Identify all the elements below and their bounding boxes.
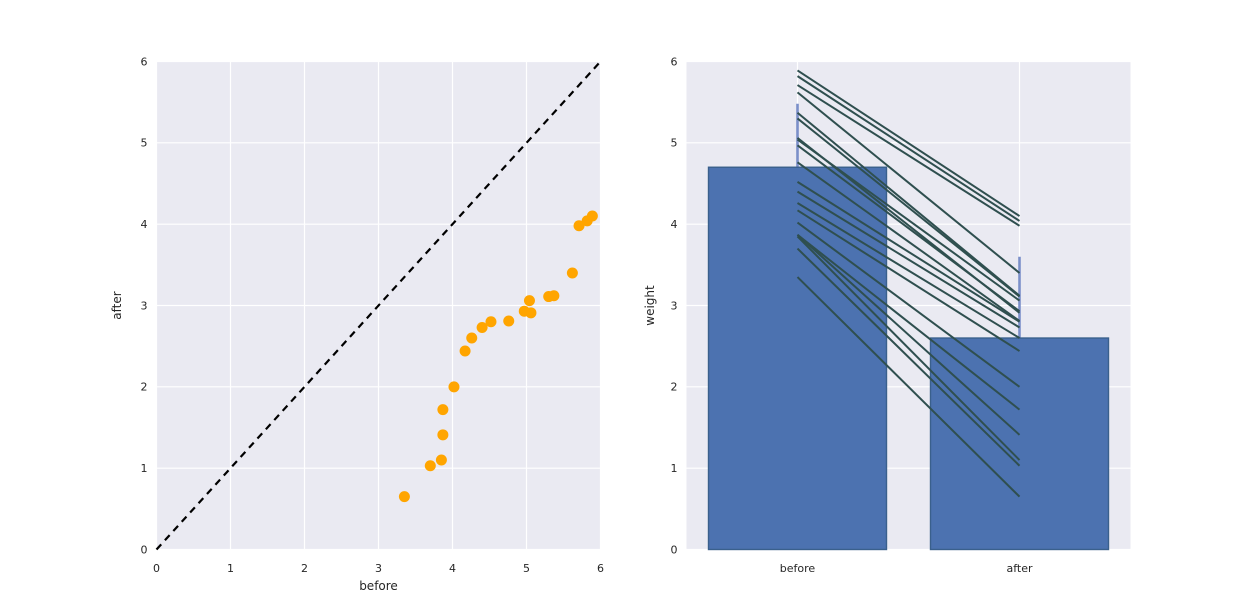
paired-line — [796, 137, 1021, 314]
paired-line — [796, 190, 1021, 329]
paired-line — [796, 91, 1021, 274]
y-tick-label: 2 — [141, 381, 148, 394]
y-tick-label: 1 — [671, 462, 678, 475]
x-tick-label: 5 — [523, 562, 530, 575]
y-tick-label: 4 — [671, 218, 678, 231]
y-tick-label: 5 — [671, 137, 678, 150]
scatter-point — [466, 332, 478, 344]
scatter-point — [424, 460, 436, 472]
bar-y-axis-label: weight — [643, 285, 657, 326]
y-tick-label: 6 — [671, 55, 678, 68]
scatter-x-axis-label: before — [359, 579, 398, 593]
scatter-point — [437, 404, 449, 416]
paired-line — [796, 276, 1021, 498]
x-tick-label: 6 — [597, 562, 604, 575]
paired-line — [796, 233, 1021, 411]
y-tick-label: 2 — [671, 381, 678, 394]
paired-line — [796, 75, 1021, 222]
scatter-point — [437, 429, 449, 441]
paired-line — [796, 117, 1021, 298]
scatter-point — [435, 454, 447, 466]
x-tick-label: 3 — [375, 562, 382, 575]
scatter-point — [573, 220, 585, 232]
scatter-point — [448, 381, 460, 393]
scatter-point — [566, 267, 578, 279]
y-tick-label: 5 — [141, 137, 148, 150]
scatter-y-axis-label: after — [110, 291, 124, 319]
y-tick-label: 6 — [141, 55, 148, 68]
x-tick-label: 0 — [153, 562, 160, 575]
scatter-point — [548, 290, 560, 302]
y-tick-label: 3 — [141, 299, 148, 312]
identity-dashed-line — [155, 60, 602, 551]
x-tick-label: 2 — [301, 562, 308, 575]
paired-line — [796, 202, 1021, 339]
paired-line — [796, 111, 1021, 297]
y-tick-label: 3 — [671, 299, 678, 312]
paired-line — [796, 235, 1021, 461]
y-tick-label: 0 — [141, 543, 148, 556]
scatter-point — [398, 491, 410, 503]
scatter-plot-area: 0 1 2 3 4 5 6 0 1 2 3 4 5 6 — [141, 55, 605, 575]
paired-line — [796, 209, 1021, 352]
scatter-point — [476, 321, 488, 333]
bar-before — [707, 166, 888, 551]
y-tick-label: 4 — [141, 218, 148, 231]
scatter-point — [523, 295, 535, 307]
paired-line — [796, 181, 1021, 323]
paired-line — [796, 233, 1021, 436]
category-tick-label: after — [1006, 562, 1033, 575]
paired-line — [796, 69, 1021, 217]
paired-line — [796, 84, 1021, 227]
scatter-point — [586, 210, 598, 222]
scatter-point — [459, 345, 471, 357]
scatter-point — [485, 316, 497, 328]
scatter-point — [503, 315, 515, 327]
y-tick-label: 0 — [671, 543, 678, 556]
paired-line — [796, 247, 1021, 467]
bar-after — [929, 337, 1110, 551]
scatter-point — [525, 307, 537, 319]
category-tick-label: before — [780, 562, 816, 575]
paired-bar-plot-area: 0 1 2 3 4 5 6 before after — [671, 55, 1131, 575]
paired-line — [796, 221, 1021, 388]
y-tick-label: 1 — [141, 462, 148, 475]
paired-line — [796, 161, 1021, 322]
x-tick-label: 4 — [449, 562, 456, 575]
x-tick-label: 1 — [227, 562, 234, 575]
